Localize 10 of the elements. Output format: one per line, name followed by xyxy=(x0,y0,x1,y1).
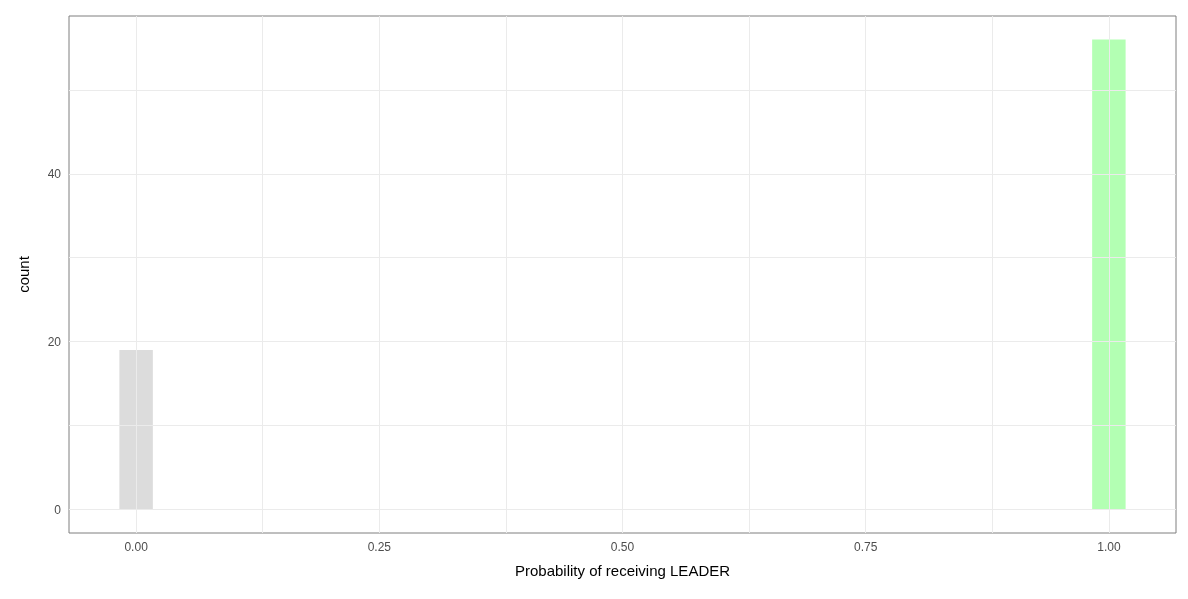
x-tick-label: 0.50 xyxy=(610,540,635,554)
y-axis-title: count xyxy=(15,255,32,293)
x-tick-label: 0.25 xyxy=(367,540,392,554)
x-tick-label: 0.75 xyxy=(854,540,878,554)
y-tick-label: 40 xyxy=(47,166,62,181)
y-tick-label: 0 xyxy=(54,502,62,517)
x-tick-label: 0.00 xyxy=(124,540,149,554)
x-axis-title: Probability of receiving LEADER xyxy=(514,562,731,579)
y-tick-label: 20 xyxy=(47,334,62,349)
x-tick-label: 1.00 xyxy=(1097,540,1121,554)
